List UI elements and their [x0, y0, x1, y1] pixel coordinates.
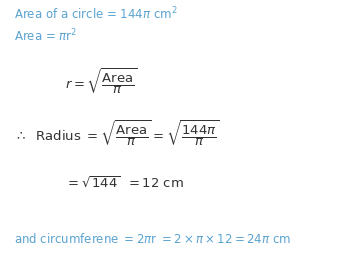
Text: Area of a circle = 144$\pi$ cm$^2$: Area of a circle = 144$\pi$ cm$^2$ [14, 6, 177, 23]
Text: $r = \sqrt{\dfrac{\mathrm{Area}}{\pi}}$: $r = \sqrt{\dfrac{\mathrm{Area}}{\pi}}$ [65, 67, 137, 97]
Text: $\therefore\;$ Radius $= \sqrt{\dfrac{\mathrm{Area}}{\pi}} = \sqrt{\dfrac{144\pi: $\therefore\;$ Radius $= \sqrt{\dfrac{\m… [14, 119, 219, 149]
Text: and circumferene $= 2\pi$r $= 2 \times \pi \times 12 = 24\pi$ cm: and circumferene $= 2\pi$r $= 2 \times \… [14, 232, 291, 246]
Text: $= \sqrt{144}\;\; = 12$ cm: $= \sqrt{144}\;\; = 12$ cm [65, 175, 184, 190]
Text: Area = $\pi$r$^2$: Area = $\pi$r$^2$ [14, 27, 77, 44]
